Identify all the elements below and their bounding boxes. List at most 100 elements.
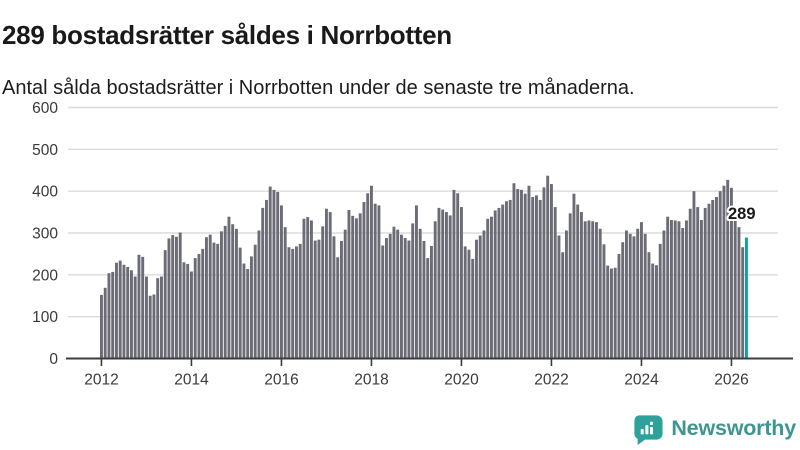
bar	[298, 243, 302, 359]
y-axis-label: 500	[32, 142, 58, 159]
bar	[726, 179, 730, 359]
bar	[685, 220, 688, 359]
bar	[606, 265, 610, 359]
bar	[655, 265, 658, 359]
bar	[212, 242, 216, 359]
bar	[670, 220, 673, 359]
bar	[216, 243, 220, 359]
bar	[441, 209, 445, 359]
bar	[651, 263, 655, 359]
bar	[497, 207, 501, 359]
bar	[107, 273, 111, 359]
bar	[156, 278, 160, 359]
bar	[295, 246, 298, 359]
bar	[456, 193, 460, 359]
bar	[235, 228, 238, 359]
bar	[328, 212, 332, 359]
bar	[133, 276, 137, 359]
bar	[381, 245, 385, 359]
bar	[546, 175, 550, 359]
y-axis-label: 100	[32, 309, 58, 326]
bar	[662, 230, 666, 359]
bar	[111, 271, 115, 359]
bar	[208, 234, 212, 359]
bar	[628, 233, 632, 359]
bar	[583, 221, 587, 359]
bar	[366, 193, 370, 359]
bar	[163, 250, 167, 359]
bar	[257, 230, 261, 359]
x-axis-label: 2024	[624, 372, 659, 389]
bar	[115, 262, 118, 359]
bar	[467, 249, 471, 359]
x-axis-label: 2012	[84, 372, 118, 389]
bar	[122, 264, 126, 359]
y-axis-label: 200	[32, 267, 58, 284]
bar	[411, 223, 415, 359]
bar	[358, 213, 362, 359]
bar	[325, 208, 328, 359]
bar	[602, 244, 606, 359]
bar	[493, 210, 497, 359]
bar	[501, 204, 505, 359]
highlight-value-label: 289	[728, 205, 756, 223]
bar	[396, 229, 400, 359]
bar	[580, 212, 583, 359]
bar	[246, 268, 250, 359]
bar	[400, 234, 403, 359]
bar	[520, 189, 523, 359]
bar	[677, 221, 681, 359]
bar	[572, 193, 576, 359]
bar	[272, 189, 276, 359]
bar	[377, 205, 381, 359]
bar	[261, 207, 265, 359]
bar	[591, 221, 595, 359]
bar	[388, 233, 392, 359]
bar	[640, 222, 643, 359]
brand-footer[interactable]: Newsworthy	[631, 412, 796, 445]
bar	[103, 287, 107, 359]
y-axis-label: 0	[49, 351, 58, 368]
bar	[321, 226, 325, 359]
bar	[201, 248, 205, 359]
bar	[403, 238, 407, 359]
bar	[636, 228, 640, 359]
bar	[340, 240, 343, 359]
bar	[718, 191, 722, 359]
bar	[553, 207, 557, 359]
newsworthy-logo-icon	[634, 415, 663, 445]
bar	[100, 294, 103, 359]
bar	[613, 267, 617, 359]
bar	[471, 258, 475, 359]
chart-subtitle: Antal sålda bostadsrätter i Norrbotten u…	[2, 77, 635, 99]
y-axis-label: 400	[32, 184, 58, 201]
bar	[287, 247, 291, 359]
bar	[302, 218, 306, 359]
bar	[370, 185, 373, 359]
bar	[643, 233, 647, 359]
bar	[373, 203, 377, 359]
bar	[711, 199, 715, 359]
bar	[625, 230, 628, 359]
bar	[171, 235, 175, 359]
bar	[197, 253, 201, 359]
bar	[733, 209, 737, 359]
bar	[475, 239, 478, 359]
bar	[152, 294, 156, 359]
bar	[463, 246, 467, 359]
x-axis-label: 2022	[534, 372, 568, 389]
bar	[190, 271, 193, 359]
bar	[407, 240, 411, 359]
bar	[310, 220, 313, 359]
bar	[737, 227, 741, 359]
bar	[707, 203, 711, 359]
bar	[347, 209, 351, 359]
bar	[178, 232, 182, 359]
bar	[280, 205, 283, 359]
bar	[433, 221, 437, 359]
bar	[437, 207, 441, 359]
bar	[268, 186, 272, 359]
bar	[238, 247, 242, 359]
bar	[186, 263, 190, 359]
